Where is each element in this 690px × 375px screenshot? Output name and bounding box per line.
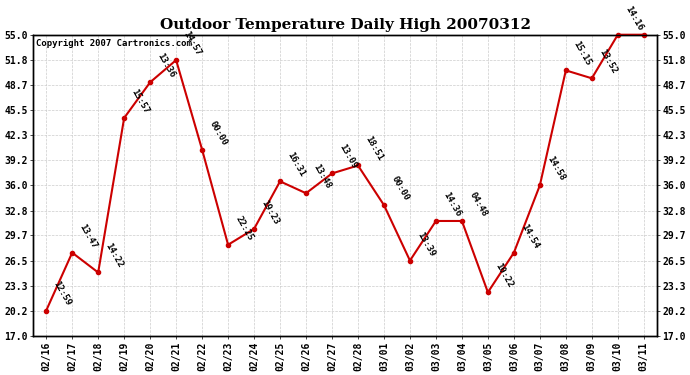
Text: 14:22: 14:22	[104, 242, 125, 270]
Text: 15:57: 15:57	[130, 87, 151, 115]
Text: 16:31: 16:31	[286, 151, 307, 178]
Title: Outdoor Temperature Daily High 20070312: Outdoor Temperature Daily High 20070312	[159, 18, 531, 32]
Text: 13:52: 13:52	[598, 48, 619, 75]
Text: 14:54: 14:54	[520, 222, 541, 250]
Text: 14:16: 14:16	[623, 4, 644, 32]
Text: 14:36: 14:36	[442, 190, 463, 218]
Text: 00:00: 00:00	[390, 175, 411, 202]
Text: Copyright 2007 Cartronics.com: Copyright 2007 Cartronics.com	[37, 39, 193, 48]
Text: 13:48: 13:48	[312, 163, 333, 190]
Text: 00:00: 00:00	[208, 119, 229, 147]
Text: 19:23: 19:23	[259, 198, 281, 226]
Text: 13:09: 13:09	[337, 143, 359, 171]
Text: 04:48: 04:48	[467, 190, 489, 218]
Text: 13:47: 13:47	[78, 222, 99, 250]
Text: 22:25: 22:25	[234, 214, 255, 242]
Text: 15:15: 15:15	[571, 40, 593, 68]
Text: 12:59: 12:59	[52, 280, 73, 308]
Text: 14:57: 14:57	[181, 30, 203, 57]
Text: 13:36: 13:36	[156, 52, 177, 80]
Text: 10:22: 10:22	[493, 262, 515, 290]
Text: 18:51: 18:51	[364, 135, 385, 163]
Text: 14:58: 14:58	[545, 155, 566, 183]
Text: 13:39: 13:39	[415, 230, 437, 258]
